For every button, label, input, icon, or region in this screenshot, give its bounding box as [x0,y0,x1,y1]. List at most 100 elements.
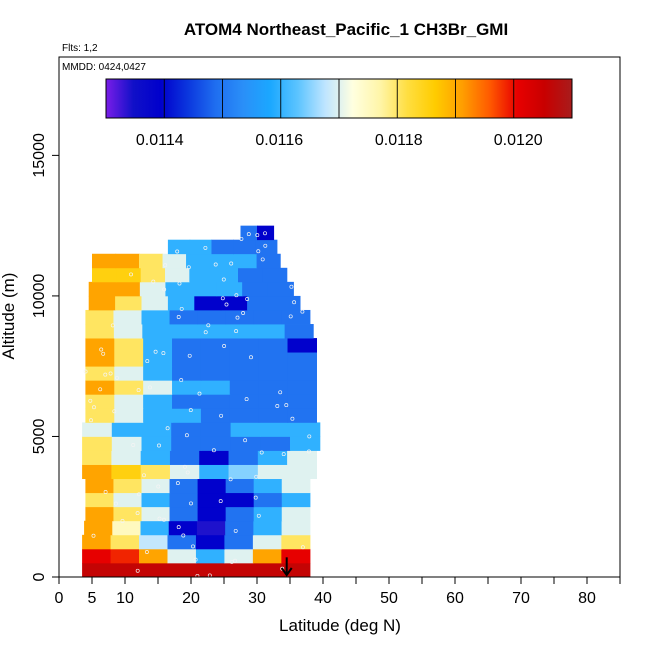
heatmap-cell [172,394,202,409]
heatmap-cell [229,394,260,409]
sample-point [191,544,195,549]
x-axis-label: Latitude (deg N) [279,616,401,635]
heatmap-cell [194,295,222,311]
heatmap-cell [199,450,230,465]
heatmap-cell [281,520,311,536]
heatmap-cell [82,464,112,480]
heatmap-cell [113,309,143,325]
heatmap-cell [140,520,170,536]
heatmap-cell [200,380,231,395]
heatmap-cell [197,309,227,325]
sample-point [148,385,152,390]
sample-point [120,519,125,523]
sample-point [244,397,249,402]
heatmap-cell [287,464,317,480]
heatmap-cell [247,295,275,311]
sample-point [235,315,240,320]
heatmap-cell [256,253,281,269]
sample-point [206,323,211,328]
colorbar-tick-label: 0.0120 [494,132,543,149]
heatmap-cell [197,506,227,522]
heatmap-layer [82,225,321,578]
heatmap-cell [172,380,202,395]
sample-point [176,315,181,319]
heatmap-cell [260,422,291,437]
heatmap-cell [114,366,144,381]
x-tick-label: 0 [55,590,64,607]
heatmap-cell [169,464,200,480]
colorbar-tick-label: 0.0116 [255,132,303,149]
heatmap-cell [196,520,226,536]
heatmap-cell [92,253,117,269]
heatmap-cell [281,492,311,508]
sample-point [188,408,193,413]
sample-point [290,416,295,421]
heatmap-cell [162,253,187,269]
y-axis-label: Altitude (m) [0,273,18,360]
heatmap-cell [287,352,317,367]
heatmap-cell [290,422,321,437]
sample-point [197,391,202,396]
heatmap-cell [141,436,172,451]
sample-point [115,375,119,380]
heatmap-cell [228,450,259,465]
sample-point [157,516,162,521]
heatmap-cell [224,548,254,564]
x-tick-label: 60 [446,590,464,607]
heatmap-cell [253,520,283,536]
heatmap-cell [287,366,317,381]
sample-point [129,272,133,277]
heatmap-cell [85,366,115,381]
heatmap-cell [85,478,115,494]
heatmap-cell [229,380,260,395]
heatmap-cell [258,366,289,381]
heatmap-cell [258,380,289,395]
y-tick-label: 15000 [31,133,48,178]
heatmap-cell [189,267,215,283]
sample-point [300,309,305,314]
heatmap-cell [200,408,231,423]
heatmap-cell [114,408,144,423]
x-tick-label: 20 [182,590,200,607]
heatmap-cell [110,534,140,550]
sample-point [185,470,190,475]
heatmap-cell [273,295,301,311]
heatmap-cell [111,464,142,480]
sample-point [92,405,96,410]
sample-point [219,413,224,418]
heatmap-cell [170,324,200,339]
sample-point [278,390,283,395]
heatmap-cell [165,281,192,297]
heatmap-cell [169,478,199,494]
heatmap-cell [158,562,197,578]
heatmap-cell [141,422,172,437]
heatmap-cell [225,478,255,494]
heatmap-cell [197,478,227,494]
heatmap-cell [82,422,113,437]
sample-point [255,233,260,238]
sample-point [153,349,158,354]
heatmap-cell [92,267,117,283]
heatmap-cell [233,562,273,578]
heatmap-cell [195,548,226,564]
sample-point [89,418,93,423]
heatmap-cell [141,506,171,522]
heatmap-cell [141,492,171,508]
sample-point [234,329,239,334]
sample-point [103,372,108,377]
heatmap-cell [287,380,317,395]
sample-point [103,490,108,494]
heatmap-cell [172,408,202,423]
sample-point [113,501,118,506]
sample-point [229,559,234,564]
sample-point [177,281,182,286]
heatmap-cell [253,492,283,508]
sample-point [135,568,140,573]
heatmap-cell [116,267,142,283]
sample-point [284,403,289,408]
heatmap-cell [113,506,143,522]
heatmap-cell [82,534,112,550]
heatmap-cell [220,295,248,311]
heatmap-cell [82,562,121,578]
sample-point [88,398,93,403]
